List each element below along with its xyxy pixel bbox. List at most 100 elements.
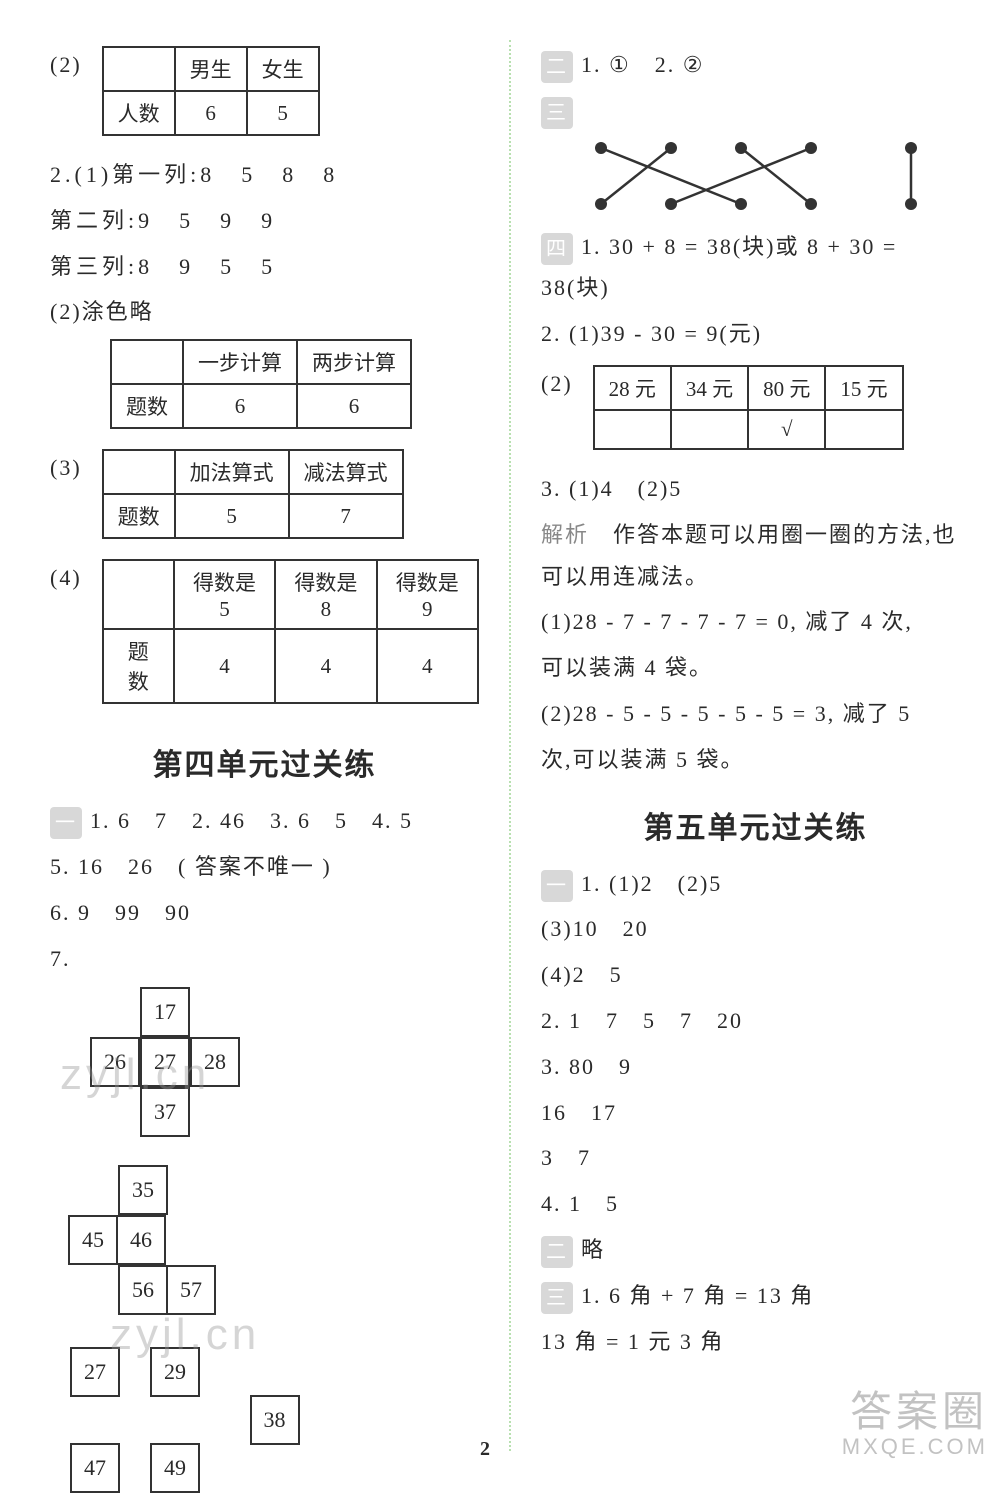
left-column: (2) 男生 女生 人数 6 5 2.(1)第一列:8 5 8 8 第二列:9 …	[50, 40, 479, 1451]
cell: 6	[183, 384, 297, 428]
cell: 女生	[247, 47, 319, 91]
badge-3-icon: 三	[541, 1282, 573, 1314]
price-table: 28 元 34 元 80 元 15 元 √	[593, 365, 904, 450]
cell	[594, 410, 671, 449]
cell: 题数	[103, 494, 175, 538]
text: 4. 1 5	[541, 1183, 970, 1225]
text: 次,可以装满 5 袋。	[541, 739, 970, 781]
text: 3. (1)4 (2)5	[541, 468, 970, 510]
corner-big: 答案圈	[842, 1389, 988, 1435]
cell	[103, 560, 174, 629]
text: 1. 30 + 8 = 38(块)或 8 + 30 = 38(块)	[541, 234, 897, 301]
cell: 37	[140, 1087, 190, 1137]
star-grid: 2729 38 4749	[70, 1347, 479, 1493]
cell: 5	[175, 494, 289, 538]
cell: 4	[377, 629, 478, 703]
cell: 6	[297, 384, 411, 428]
unit4-heading: 第四单元过关练	[50, 740, 479, 784]
text: 1. ① 2. ②	[581, 52, 704, 77]
corner-small: MXQE.COM	[842, 1435, 988, 1459]
text: 可以装满 4 袋。	[541, 647, 970, 689]
q4-label: (4)	[50, 557, 82, 599]
step-table: 一步计算 两步计算 题数 6 6	[110, 339, 412, 429]
cell	[111, 340, 183, 384]
cell	[825, 410, 902, 449]
cell: 27	[140, 1037, 190, 1087]
text: 7.	[50, 938, 479, 980]
step-grid: 35 4546 5657	[70, 1167, 479, 1317]
page-number: 2	[480, 1438, 490, 1461]
text: 略	[581, 1237, 605, 1262]
cell: 题数	[103, 629, 174, 703]
cross-grid: 17 262728 37	[90, 987, 240, 1137]
text: 6. 9 99 90	[50, 892, 479, 934]
analysis-label: 解析	[541, 522, 589, 547]
column-divider	[509, 40, 511, 1451]
text: 1. 6 角 + 7 角 = 13 角	[581, 1283, 814, 1308]
q2-table: 男生 女生 人数 6 5	[102, 46, 320, 136]
cell: 28	[190, 1037, 240, 1087]
cell: 49	[150, 1443, 200, 1493]
badge-3-icon: 三	[541, 97, 573, 129]
badge-1-icon: 一	[541, 870, 573, 902]
cell: 15 元	[825, 366, 902, 410]
text: 3. 80 9	[541, 1046, 970, 1088]
cell: 35	[118, 1165, 168, 1215]
badge-2-icon: 二	[541, 51, 573, 83]
cell: 加法算式	[175, 450, 289, 494]
q4-table: 得数是5 得数是8 得数是9 题数 4 4 4	[102, 559, 479, 704]
cell: 人数	[103, 91, 175, 135]
q3-label: (3)	[50, 447, 82, 489]
cell: 38	[250, 1395, 300, 1445]
text: 2. (1)39 - 30 = 9(元)	[541, 313, 970, 355]
right-column: 二 1. ① 2. ② 三 四1. 30 + 8 = 38(块)或 8 + 30 …	[541, 40, 970, 1451]
cell: 56	[118, 1265, 168, 1315]
cell	[671, 410, 748, 449]
cell: 得数是8	[275, 560, 376, 629]
cell: 5	[247, 91, 319, 135]
cell: √	[748, 410, 825, 449]
cell: 得数是9	[377, 560, 478, 629]
cell: 4	[275, 629, 376, 703]
text: 5. 16 26 ( 答案不唯一 )	[50, 846, 479, 888]
cell: 45	[68, 1215, 118, 1265]
text: (1)28 - 7 - 7 - 7 - 7 = 0, 减了 4 次,	[541, 601, 970, 643]
cell: 7	[289, 494, 403, 538]
cell: 男生	[175, 47, 247, 91]
badge-2-icon: 二	[541, 1236, 573, 1268]
cell: 29	[150, 1347, 200, 1397]
r4-3-label: (2)	[541, 363, 573, 405]
cell: 26	[90, 1037, 140, 1087]
cell: 34 元	[671, 366, 748, 410]
text: (2)28 - 5 - 5 - 5 - 5 - 5 = 3, 减了 5	[541, 693, 970, 735]
cell: 57	[166, 1265, 216, 1315]
text: (2)涂色略	[50, 291, 479, 333]
text: 16 17	[541, 1092, 970, 1134]
text: 第二列:9 5 9 9	[50, 200, 479, 242]
cell: 17	[140, 987, 190, 1037]
cell: 一步计算	[183, 340, 297, 384]
text: 第三列:8 9 5 5	[50, 246, 479, 288]
text: 1. (1)2 (2)5	[581, 871, 722, 896]
text: (4)2 5	[541, 954, 970, 996]
cell: 题数	[111, 384, 183, 428]
cell: 两步计算	[297, 340, 411, 384]
q3-table: 加法算式 减法算式 题数 5 7	[102, 449, 404, 539]
matching-diagram	[581, 136, 941, 216]
text: 1. 6 7 2. 46 3. 6 5 4. 5	[90, 808, 413, 833]
cell: 80 元	[748, 366, 825, 410]
corner-watermark: 答案圈 MXQE.COM	[842, 1389, 988, 1459]
badge-1-icon: 一	[50, 807, 82, 839]
text: 13 角 = 1 元 3 角	[541, 1321, 970, 1363]
cell: 28 元	[594, 366, 671, 410]
cell: 减法算式	[289, 450, 403, 494]
text: 作答本题可以用圈一圈的方法,也可以用连减法。	[541, 522, 957, 589]
badge-4-icon: 四	[541, 233, 573, 265]
cell	[103, 47, 175, 91]
cell: 4	[174, 629, 275, 703]
q2-label: (2)	[50, 44, 82, 86]
text: 2.(1)第一列:8 5 8 8	[50, 154, 479, 196]
cell: 27	[70, 1347, 120, 1397]
text: 2. 1 7 5 7 20	[541, 1000, 970, 1042]
cell	[103, 450, 175, 494]
